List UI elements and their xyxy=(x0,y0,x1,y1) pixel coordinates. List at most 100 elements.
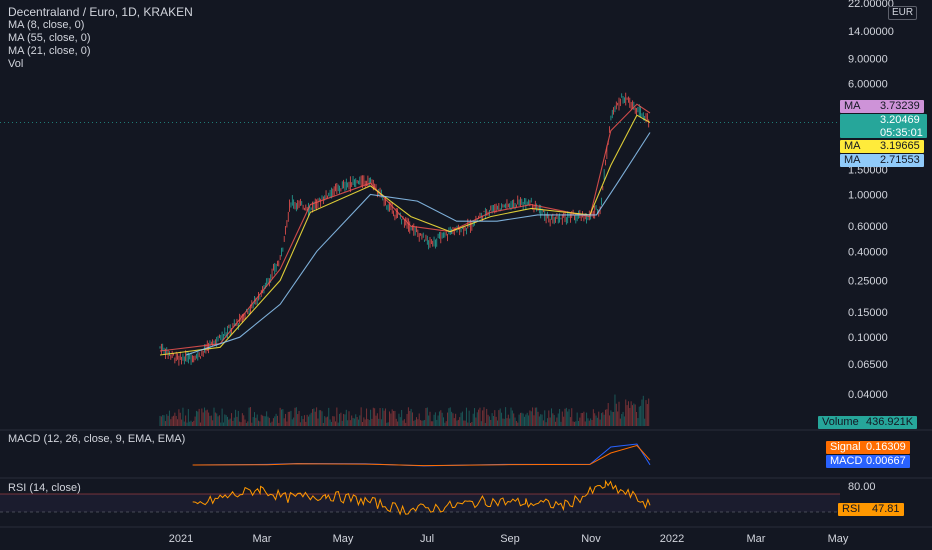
y-tick-label-0: 22.00000 xyxy=(848,0,894,10)
volume-bar xyxy=(443,417,444,426)
volume-bar xyxy=(237,410,239,426)
volume-bar xyxy=(283,418,285,426)
volume-bar xyxy=(441,412,443,426)
volume-bar xyxy=(382,408,384,426)
volume-bar xyxy=(210,415,212,426)
volume-bar xyxy=(222,422,224,426)
volume-bar xyxy=(401,409,403,426)
volume-bar xyxy=(247,421,249,426)
volume-bar xyxy=(591,420,593,426)
ma55-price-tag: MA 2.71553 xyxy=(840,154,924,167)
volume-bar xyxy=(164,421,166,426)
volume-bar xyxy=(341,420,343,426)
volume-bar xyxy=(309,414,311,426)
volume-bar xyxy=(293,417,295,426)
legend-vol[interactable]: Vol xyxy=(8,58,24,70)
volume-bar xyxy=(360,407,362,426)
volume-bar xyxy=(405,422,407,426)
volume-bar xyxy=(425,408,427,426)
volume-bar xyxy=(525,414,527,426)
volume-bar xyxy=(607,403,609,426)
volume-bar xyxy=(501,412,503,426)
volume-bar xyxy=(339,413,341,426)
volume-bar xyxy=(302,419,304,426)
volume-bar xyxy=(191,421,193,426)
volume-bar xyxy=(325,417,327,426)
volume-bar xyxy=(279,407,281,426)
volume-bar xyxy=(474,408,476,426)
volume-bar xyxy=(552,413,554,426)
volume-bar xyxy=(544,410,546,426)
volume-bar xyxy=(629,408,631,426)
volume-bar xyxy=(528,415,530,426)
volume-bar xyxy=(227,416,228,426)
volume-bar xyxy=(281,409,282,426)
volume-bar xyxy=(467,422,469,426)
volume-bar xyxy=(387,422,389,426)
volume-bar xyxy=(486,408,488,426)
volume-bar xyxy=(492,415,494,426)
volume-bar xyxy=(295,407,297,426)
volume-bar xyxy=(270,422,272,426)
volume-bar xyxy=(367,419,369,426)
x-tick-label-1: Mar xyxy=(253,533,272,545)
volume-bar xyxy=(586,412,588,426)
volume-bar xyxy=(268,417,270,426)
rsi-pane-label[interactable]: RSI (14, close) xyxy=(8,482,81,494)
volume-bar xyxy=(399,417,401,426)
volume-bar xyxy=(636,411,638,426)
chart-title[interactable]: Decentraland / Euro, 1D, KRAKEN xyxy=(8,5,193,19)
volume-bar xyxy=(313,408,315,426)
volume-bar xyxy=(374,408,376,426)
macd-pane-label[interactable]: MACD (12, 26, close, 9, EMA, EMA) xyxy=(8,433,186,445)
volume-bar xyxy=(418,413,420,426)
volume-bar xyxy=(333,416,335,426)
rsi-tick-label: 80.00 xyxy=(848,481,876,493)
volume-bar xyxy=(464,420,466,426)
volume-bar xyxy=(166,414,168,426)
volume-bar xyxy=(648,398,650,426)
y-tick-label-12: 0.04000 xyxy=(848,389,888,401)
volume-bar xyxy=(402,420,404,426)
volume-bar xyxy=(559,409,561,426)
volume-bar xyxy=(328,407,330,426)
volume-bar xyxy=(278,422,280,426)
rsi-band xyxy=(0,494,840,512)
legend-ma8[interactable]: MA (8, close, 0) xyxy=(8,19,85,31)
volume-bar xyxy=(407,407,409,426)
volume-bar xyxy=(202,412,204,426)
volume-bar xyxy=(217,416,219,426)
volume-bar xyxy=(548,410,550,426)
volume-bar xyxy=(244,419,246,426)
volume-bar xyxy=(537,411,539,426)
legend-ma21[interactable]: MA (21, close, 0) xyxy=(8,45,91,57)
legend-ma55[interactable]: MA (55, close, 0) xyxy=(8,32,91,44)
volume-bar xyxy=(625,399,627,426)
volume-bar xyxy=(239,421,241,426)
currency-label[interactable]: EUR xyxy=(888,6,918,20)
volume-bar xyxy=(599,419,601,426)
volume-bar xyxy=(332,416,334,426)
volume-bar xyxy=(160,416,162,426)
volume-bar xyxy=(613,411,615,426)
volume-tag: Volume 436.921K xyxy=(818,416,918,429)
volume-bar xyxy=(267,416,269,426)
volume-bar xyxy=(634,404,636,426)
volume-bar xyxy=(240,422,242,426)
volume-bar xyxy=(460,412,462,426)
volume-bar xyxy=(448,408,450,426)
volume-bar xyxy=(297,414,299,426)
volume-bar xyxy=(510,407,512,426)
volume-bar xyxy=(583,411,585,426)
volume-bar xyxy=(389,411,390,426)
volume-bar xyxy=(201,408,203,426)
macd-tag: MACD 0.00667 xyxy=(826,455,910,468)
volume-bar xyxy=(410,408,412,426)
x-tick-label-5: Nov xyxy=(581,533,601,545)
volume-bar xyxy=(580,412,582,426)
x-tick-label-7: Mar xyxy=(747,533,766,545)
volume-bar xyxy=(229,418,231,426)
volume-bar xyxy=(340,412,342,426)
volume-bar xyxy=(174,412,176,426)
